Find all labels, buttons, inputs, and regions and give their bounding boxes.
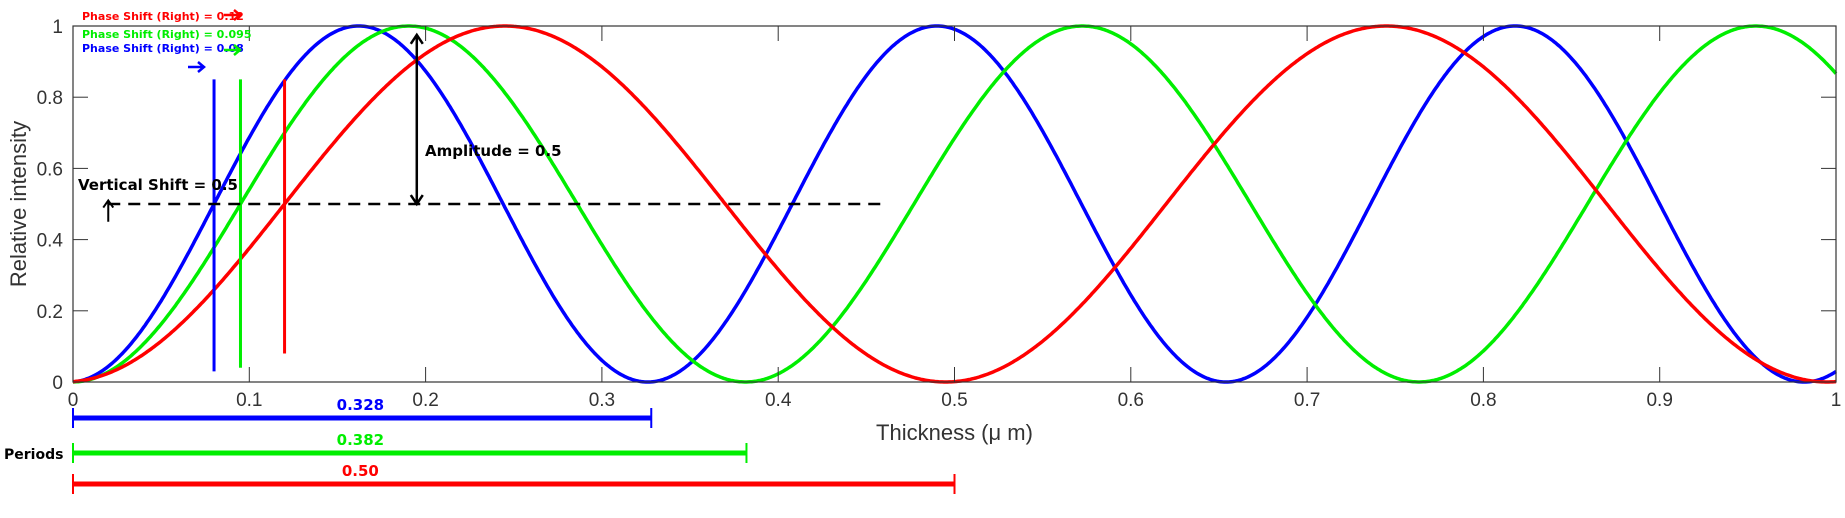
period-value-label: 0.382	[337, 431, 384, 449]
axis-ticks: 0 0.1 0.2 0.3 0.4 0.5 0.6 0.7 0.8 0.9 1 0 0.2 0.4 0.6 0…	[37, 17, 1842, 411]
right-arrow-icon	[224, 9, 242, 21]
x-tick-label: 0.5	[941, 390, 967, 411]
y-tick-label: 0.8	[37, 88, 63, 109]
x-tick-label: 0.4	[765, 390, 792, 411]
y-tick-label: 0.2	[37, 302, 63, 323]
phase-shift-label: Phase Shift (Right) = 0.08	[82, 42, 244, 55]
up-arrow-icon	[102, 198, 115, 222]
x-tick-label: 0.2	[412, 390, 438, 411]
right-arrow-icon	[224, 44, 242, 56]
phase-shift-label: Phase Shift (Right) = 0.12	[82, 10, 244, 23]
y-tick-label: 0	[52, 373, 63, 394]
period-value-label: 0.328	[337, 396, 384, 414]
period-value-label: 0.50	[342, 462, 379, 480]
phase-shift-label: Phase Shift (Right) = 0.095	[82, 28, 251, 41]
y-tick-label: 1	[52, 17, 63, 38]
x-tick-label: 0.6	[1118, 390, 1144, 411]
amplitude-label: Amplitude = 0.5	[425, 142, 562, 160]
periods-label: Periods	[4, 447, 63, 463]
x-tick-label: 0.9	[1646, 390, 1672, 411]
x-tick-label: 1	[1831, 390, 1842, 411]
amplitude-double-arrow-icon	[409, 32, 424, 207]
x-tick-label: 0	[68, 390, 79, 411]
y-axis-label: Relative intensity	[6, 121, 31, 287]
y-tick-label: 0.6	[37, 159, 63, 180]
x-tick-label: 0.8	[1470, 390, 1496, 411]
x-tick-label: 0.7	[1294, 390, 1320, 411]
right-arrow-icon	[188, 61, 206, 73]
annotations-layer: Vertical Shift = 0.5 Amplitude = 0.5 Phase…	[4, 9, 956, 494]
series-line-1	[72, 24, 1838, 384]
x-axis-label: Thickness (μ m)	[876, 420, 1033, 445]
x-tick-label: 0.3	[589, 390, 615, 411]
x-tick-label: 0.1	[236, 390, 262, 411]
y-tick-label: 0.4	[37, 231, 64, 252]
vertical-shift-label: Vertical Shift = 0.5	[78, 176, 238, 194]
